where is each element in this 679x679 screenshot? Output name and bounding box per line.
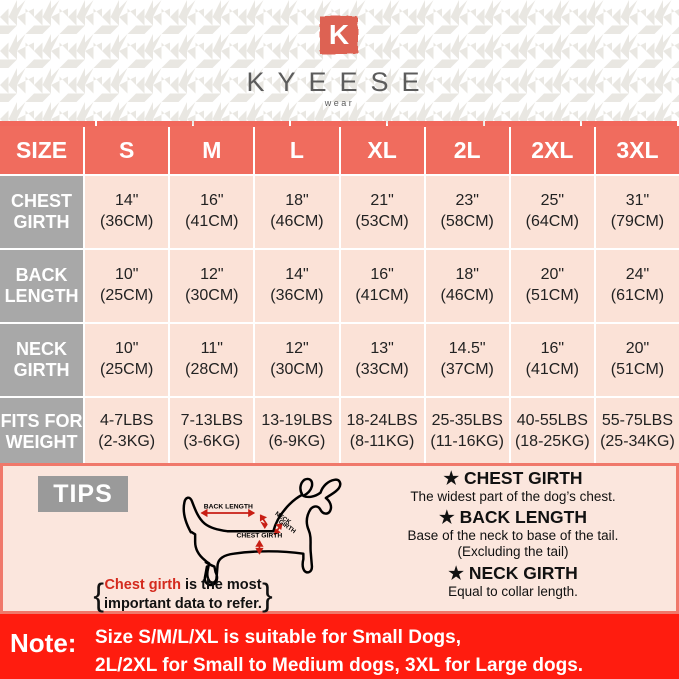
svg-text:BACK LENGTH: BACK LENGTH: [204, 504, 253, 511]
svg-text:CHEST GIRTH: CHEST GIRTH: [237, 533, 283, 540]
